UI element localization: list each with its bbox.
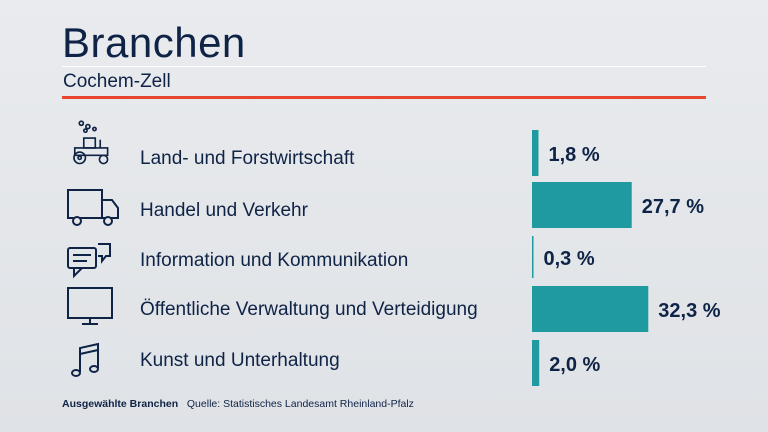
footer: Ausgewählte Branchen Quelle: Statistisch… xyxy=(62,397,414,411)
tractor-icon xyxy=(62,120,122,166)
monitor-icon xyxy=(62,284,122,330)
footer-source: Quelle: Statistisches Landesamt Rheinlan… xyxy=(186,398,414,410)
category-label-trade: Handel und Verkehr xyxy=(140,200,308,221)
bar-information xyxy=(532,236,534,278)
value-label-administration: 32,3 % xyxy=(658,300,720,322)
category-label-arts: Kunst und Unterhaltung xyxy=(140,350,340,371)
value-label-agriculture: 1,8 % xyxy=(548,144,599,166)
chat-bubbles-icon xyxy=(62,236,122,282)
truck-icon xyxy=(62,184,122,230)
music-note-icon xyxy=(62,340,122,386)
bar-trade xyxy=(532,182,632,228)
page-subtitle: Cochem-Zell xyxy=(63,71,171,92)
value-label-arts: 2,0 % xyxy=(549,354,600,376)
footer-label: Ausgewählte Branchen xyxy=(62,398,179,410)
bar-arts xyxy=(532,340,540,386)
page-title: Branchen xyxy=(62,19,246,66)
title-divider xyxy=(62,66,706,67)
value-label-information: 0,3 % xyxy=(544,248,595,270)
value-label-trade: 27,7 % xyxy=(642,196,704,218)
category-label-agriculture: Land- und Forstwirtschaft xyxy=(140,148,355,169)
bar-agriculture xyxy=(532,130,539,176)
category-label-information: Information und Kommunikation xyxy=(140,250,409,271)
accent-divider xyxy=(62,96,706,99)
bar-administration xyxy=(532,286,649,332)
category-label-administration: Öffentliche Verwaltung und Verteidigung xyxy=(140,299,478,320)
